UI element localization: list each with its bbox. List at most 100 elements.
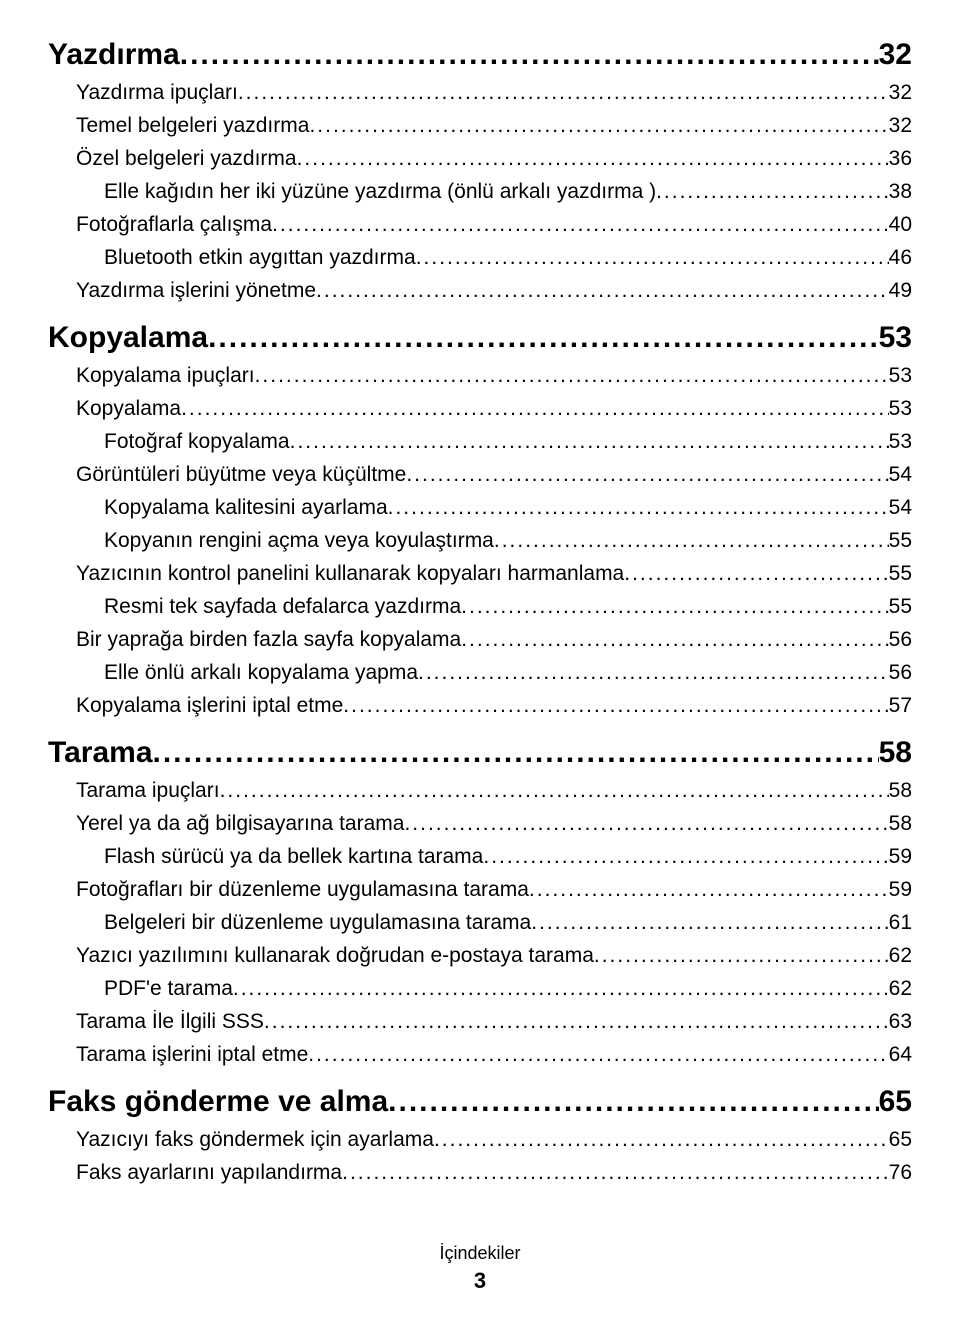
toc-dot-leader — [531, 911, 888, 935]
toc-dot-leader — [290, 430, 889, 454]
toc-entry[interactable]: Faks gönderme ve alma 65 — [48, 1085, 912, 1119]
toc-entry-label: Tarama işlerini iptal etme — [76, 1043, 308, 1067]
toc-entry[interactable]: Kopyalama 53 — [48, 321, 912, 355]
toc-entry-page: 65 — [879, 1085, 912, 1119]
toc-entry-page: 53 — [889, 397, 912, 421]
toc-dot-leader — [181, 397, 889, 421]
toc-entry[interactable]: Tarama işlerini iptal etme 64 — [76, 1043, 912, 1067]
toc-entry-page: 58 — [889, 812, 912, 836]
toc-entry[interactable]: Tarama ipuçları 58 — [76, 779, 912, 803]
toc-entry-page: 55 — [889, 562, 912, 586]
toc-entry-label: Yazdırma ipuçları — [76, 81, 238, 105]
toc-entry-page: 64 — [889, 1043, 912, 1067]
toc-dot-leader — [238, 81, 889, 105]
toc-entry[interactable]: Fotoğraf kopyalama53 — [104, 430, 912, 454]
toc-dot-leader — [494, 529, 889, 553]
toc-entry-label: Yazdırma — [48, 38, 180, 72]
toc-entry-page: 46 — [889, 246, 912, 270]
toc-entry-page: 36 — [889, 147, 912, 171]
toc-dot-leader — [342, 1161, 889, 1185]
toc-entry-page: 32 — [879, 38, 912, 72]
toc-dot-leader — [461, 595, 888, 619]
toc-entry-label: Flash sürücü ya da bellek kartına tarama — [104, 845, 483, 869]
toc-dot-leader — [308, 1043, 888, 1067]
page-footer: İçindekiler 3 — [0, 1243, 960, 1294]
toc-dot-leader — [418, 661, 889, 685]
toc-entry[interactable]: Yazıcının kontrol panelini kullanarak ko… — [76, 562, 912, 586]
toc-entry-page: 53 — [889, 430, 912, 454]
toc-dot-leader — [180, 38, 879, 72]
toc-entry[interactable]: Özel belgeleri yazdırma36 — [76, 147, 912, 171]
toc-entry-label: Görüntüleri büyütme veya küçültme — [76, 463, 406, 487]
toc-entry[interactable]: Yazdırma işlerini yönetme 49 — [76, 279, 912, 303]
toc-entry[interactable]: Kopyalama ipuçları53 — [76, 364, 912, 388]
toc-dot-leader — [388, 496, 889, 520]
toc-entry[interactable]: Yazdırma 32 — [48, 38, 912, 72]
toc-entry[interactable]: Yazıcı yazılımını kullanarak doğrudan e-… — [76, 944, 912, 968]
toc-dot-leader — [343, 694, 888, 718]
toc-entry[interactable]: Kopyalama işlerini iptal etme57 — [76, 694, 912, 718]
toc-entry[interactable]: Yazdırma ipuçları 32 — [76, 81, 912, 105]
toc-entry-label: Fotoğrafları bir düzenleme uygulamasına … — [76, 878, 529, 902]
toc-entry-page: 32 — [889, 81, 912, 105]
toc-dot-leader — [233, 977, 889, 1001]
toc-entry-page: 63 — [889, 1010, 912, 1034]
toc-entry-label: Kopyalama kalitesini ayarlama — [104, 496, 388, 520]
toc-dot-leader — [255, 364, 889, 388]
toc-entry-label: Faks ayarlarını yapılandırma — [76, 1161, 342, 1185]
toc-dot-leader — [153, 736, 879, 770]
toc-entry-page: 65 — [889, 1128, 912, 1152]
toc-dot-leader — [309, 114, 888, 138]
toc-dot-leader — [208, 321, 879, 355]
toc-entry[interactable]: Fotoğraflarla çalışma40 — [76, 213, 912, 237]
toc-entry[interactable]: Flash sürücü ya da bellek kartına tarama… — [104, 845, 912, 869]
toc-entry[interactable]: Belgeleri bir düzenleme uygulamasına tar… — [104, 911, 912, 935]
toc-entry[interactable]: Yerel ya da ağ bilgisayarına tarama58 — [76, 812, 912, 836]
toc-entry[interactable]: Bluetooth etkin aygıttan yazdırma 46 — [104, 246, 912, 270]
toc-entry[interactable]: Kopyanın rengini açma veya koyulaştırma5… — [104, 529, 912, 553]
toc-entry-label: Bluetooth etkin aygıttan yazdırma — [104, 246, 416, 270]
toc-entry-label: Yazdırma işlerini yönetme — [76, 279, 316, 303]
toc-entry-page: 59 — [889, 878, 912, 902]
toc-entry[interactable]: Elle kağıdın her iki yüzüne yazdırma (ön… — [104, 180, 912, 204]
toc-dot-leader — [316, 279, 889, 303]
toc-entry-label: Resmi tek sayfada defalarca yazdırma — [104, 595, 461, 619]
toc-entry-page: 58 — [879, 736, 912, 770]
toc-entry-page: 58 — [889, 779, 912, 803]
toc-entry[interactable]: Kopyalama53 — [76, 397, 912, 421]
toc-entry-label: Yazıcının kontrol panelini kullanarak ko… — [76, 562, 624, 586]
toc-entry[interactable]: Resmi tek sayfada defalarca yazdırma 55 — [104, 595, 912, 619]
toc-dot-leader — [297, 147, 889, 171]
toc-entry-page: 62 — [889, 944, 912, 968]
toc-entry[interactable]: Kopyalama kalitesini ayarlama54 — [104, 496, 912, 520]
toc-dot-leader — [656, 180, 889, 204]
toc-entry[interactable]: Elle önlü arkalı kopyalama yapma56 — [104, 661, 912, 685]
toc-entry[interactable]: Faks ayarlarını yapılandırma76 — [76, 1161, 912, 1185]
toc-entry-label: Elle kağıdın her iki yüzüne yazdırma (ön… — [104, 180, 656, 204]
toc-entry-label: Temel belgeleri yazdırma — [76, 114, 309, 138]
toc-entry[interactable]: Tarama 58 — [48, 736, 912, 770]
footer-label: İçindekiler — [0, 1243, 960, 1264]
toc-entry[interactable]: Fotoğrafları bir düzenleme uygulamasına … — [76, 878, 912, 902]
toc-entry[interactable]: Görüntüleri büyütme veya küçültme54 — [76, 463, 912, 487]
toc-dot-leader — [529, 878, 889, 902]
toc-entry[interactable]: Tarama İle İlgili SSS63 — [76, 1010, 912, 1034]
toc-entry-page: 55 — [889, 595, 912, 619]
toc-dot-leader — [483, 845, 888, 869]
toc-entry-label: Tarama — [48, 736, 153, 770]
toc-entry-page: 56 — [889, 628, 912, 652]
toc-entry-page: 32 — [889, 114, 912, 138]
toc-entry-page: 53 — [879, 321, 912, 355]
toc-entry[interactable]: PDF'e tarama62 — [104, 977, 912, 1001]
toc-entry[interactable]: Temel belgeleri yazdırma 32 — [76, 114, 912, 138]
toc-entry-page: 49 — [889, 279, 912, 303]
toc-dot-leader — [434, 1128, 889, 1152]
toc-entry-label: Yazıcı yazılımını kullanarak doğrudan e-… — [76, 944, 594, 968]
toc-dot-leader — [461, 628, 888, 652]
toc-entry[interactable]: Yazıcıyı faks göndermek için ayarlama65 — [76, 1128, 912, 1152]
toc-entry-label: Kopyalama — [48, 321, 208, 355]
toc-entry-label: Faks gönderme ve alma — [48, 1085, 388, 1119]
toc-entry[interactable]: Bir yaprağa birden fazla sayfa kopyalama… — [76, 628, 912, 652]
table-of-contents: Yazdırma32Yazdırma ipuçları32Temel belge… — [48, 38, 912, 1185]
toc-entry-label: Tarama ipuçları — [76, 779, 220, 803]
